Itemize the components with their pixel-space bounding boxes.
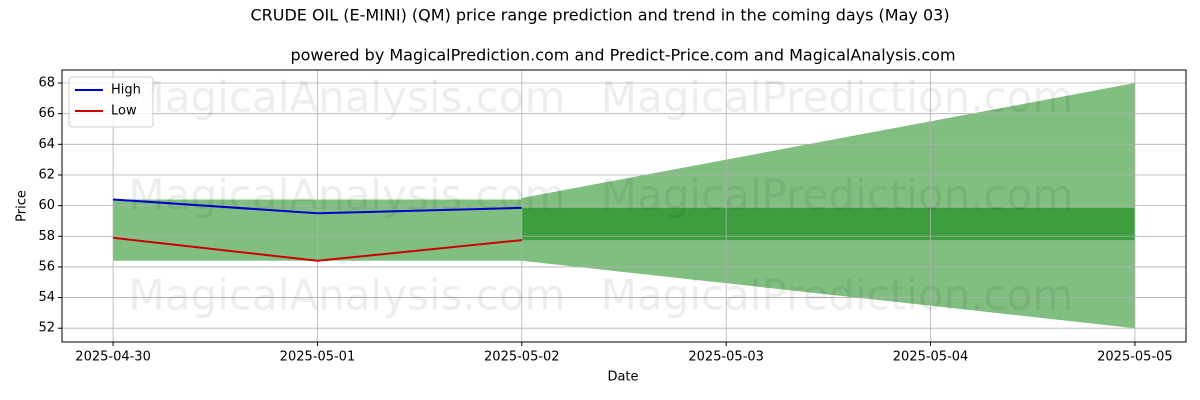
watermark: MagicalAnalysis.com bbox=[129, 271, 566, 320]
watermark: MagicalPrediction.com bbox=[601, 271, 1074, 320]
chart-subtitle: powered by MagicalPrediction.com and Pre… bbox=[290, 46, 955, 65]
y-tick-label: 60 bbox=[38, 198, 55, 213]
series-line bbox=[112, 236, 522, 262]
watermark: MagicalPrediction.com bbox=[601, 171, 1074, 220]
watermark: MagicalAnalysis.com bbox=[129, 73, 566, 122]
y-tick-label: 58 bbox=[38, 229, 55, 244]
x-tick-label: 2025-04-30 bbox=[75, 350, 151, 365]
y-tick-label: 66 bbox=[38, 106, 55, 121]
series-line bbox=[113, 198, 522, 215]
legend-label: Low bbox=[111, 104, 137, 119]
x-tick-label: 2025-05-04 bbox=[893, 350, 969, 365]
x-tick-label: 2025-05-01 bbox=[280, 350, 356, 365]
range-area bbox=[521, 207, 1135, 241]
y-tick-label: 62 bbox=[38, 167, 55, 182]
x-axis-label: Date bbox=[607, 370, 638, 385]
plot-frame bbox=[61, 69, 1187, 343]
legend-label: High bbox=[111, 83, 141, 98]
x-tick-label: 2025-05-03 bbox=[688, 350, 764, 365]
chart-title: CRUDE OIL (E-MINI) (QM) price range pred… bbox=[250, 6, 949, 25]
watermark: MagicalPrediction.com bbox=[601, 73, 1074, 122]
x-tick-label: 2025-05-02 bbox=[484, 350, 560, 365]
x-tick-label: 2025-05-05 bbox=[1097, 350, 1173, 365]
y-tick-label: 64 bbox=[38, 137, 55, 152]
y-tick-label: 54 bbox=[38, 290, 55, 305]
y-axis-label: Price bbox=[15, 190, 30, 222]
y-tick-label: 52 bbox=[38, 321, 55, 336]
watermark: MagicalAnalysis.com bbox=[129, 171, 566, 220]
y-tick-label: 56 bbox=[38, 259, 55, 274]
y-tick-label: 68 bbox=[38, 76, 55, 91]
